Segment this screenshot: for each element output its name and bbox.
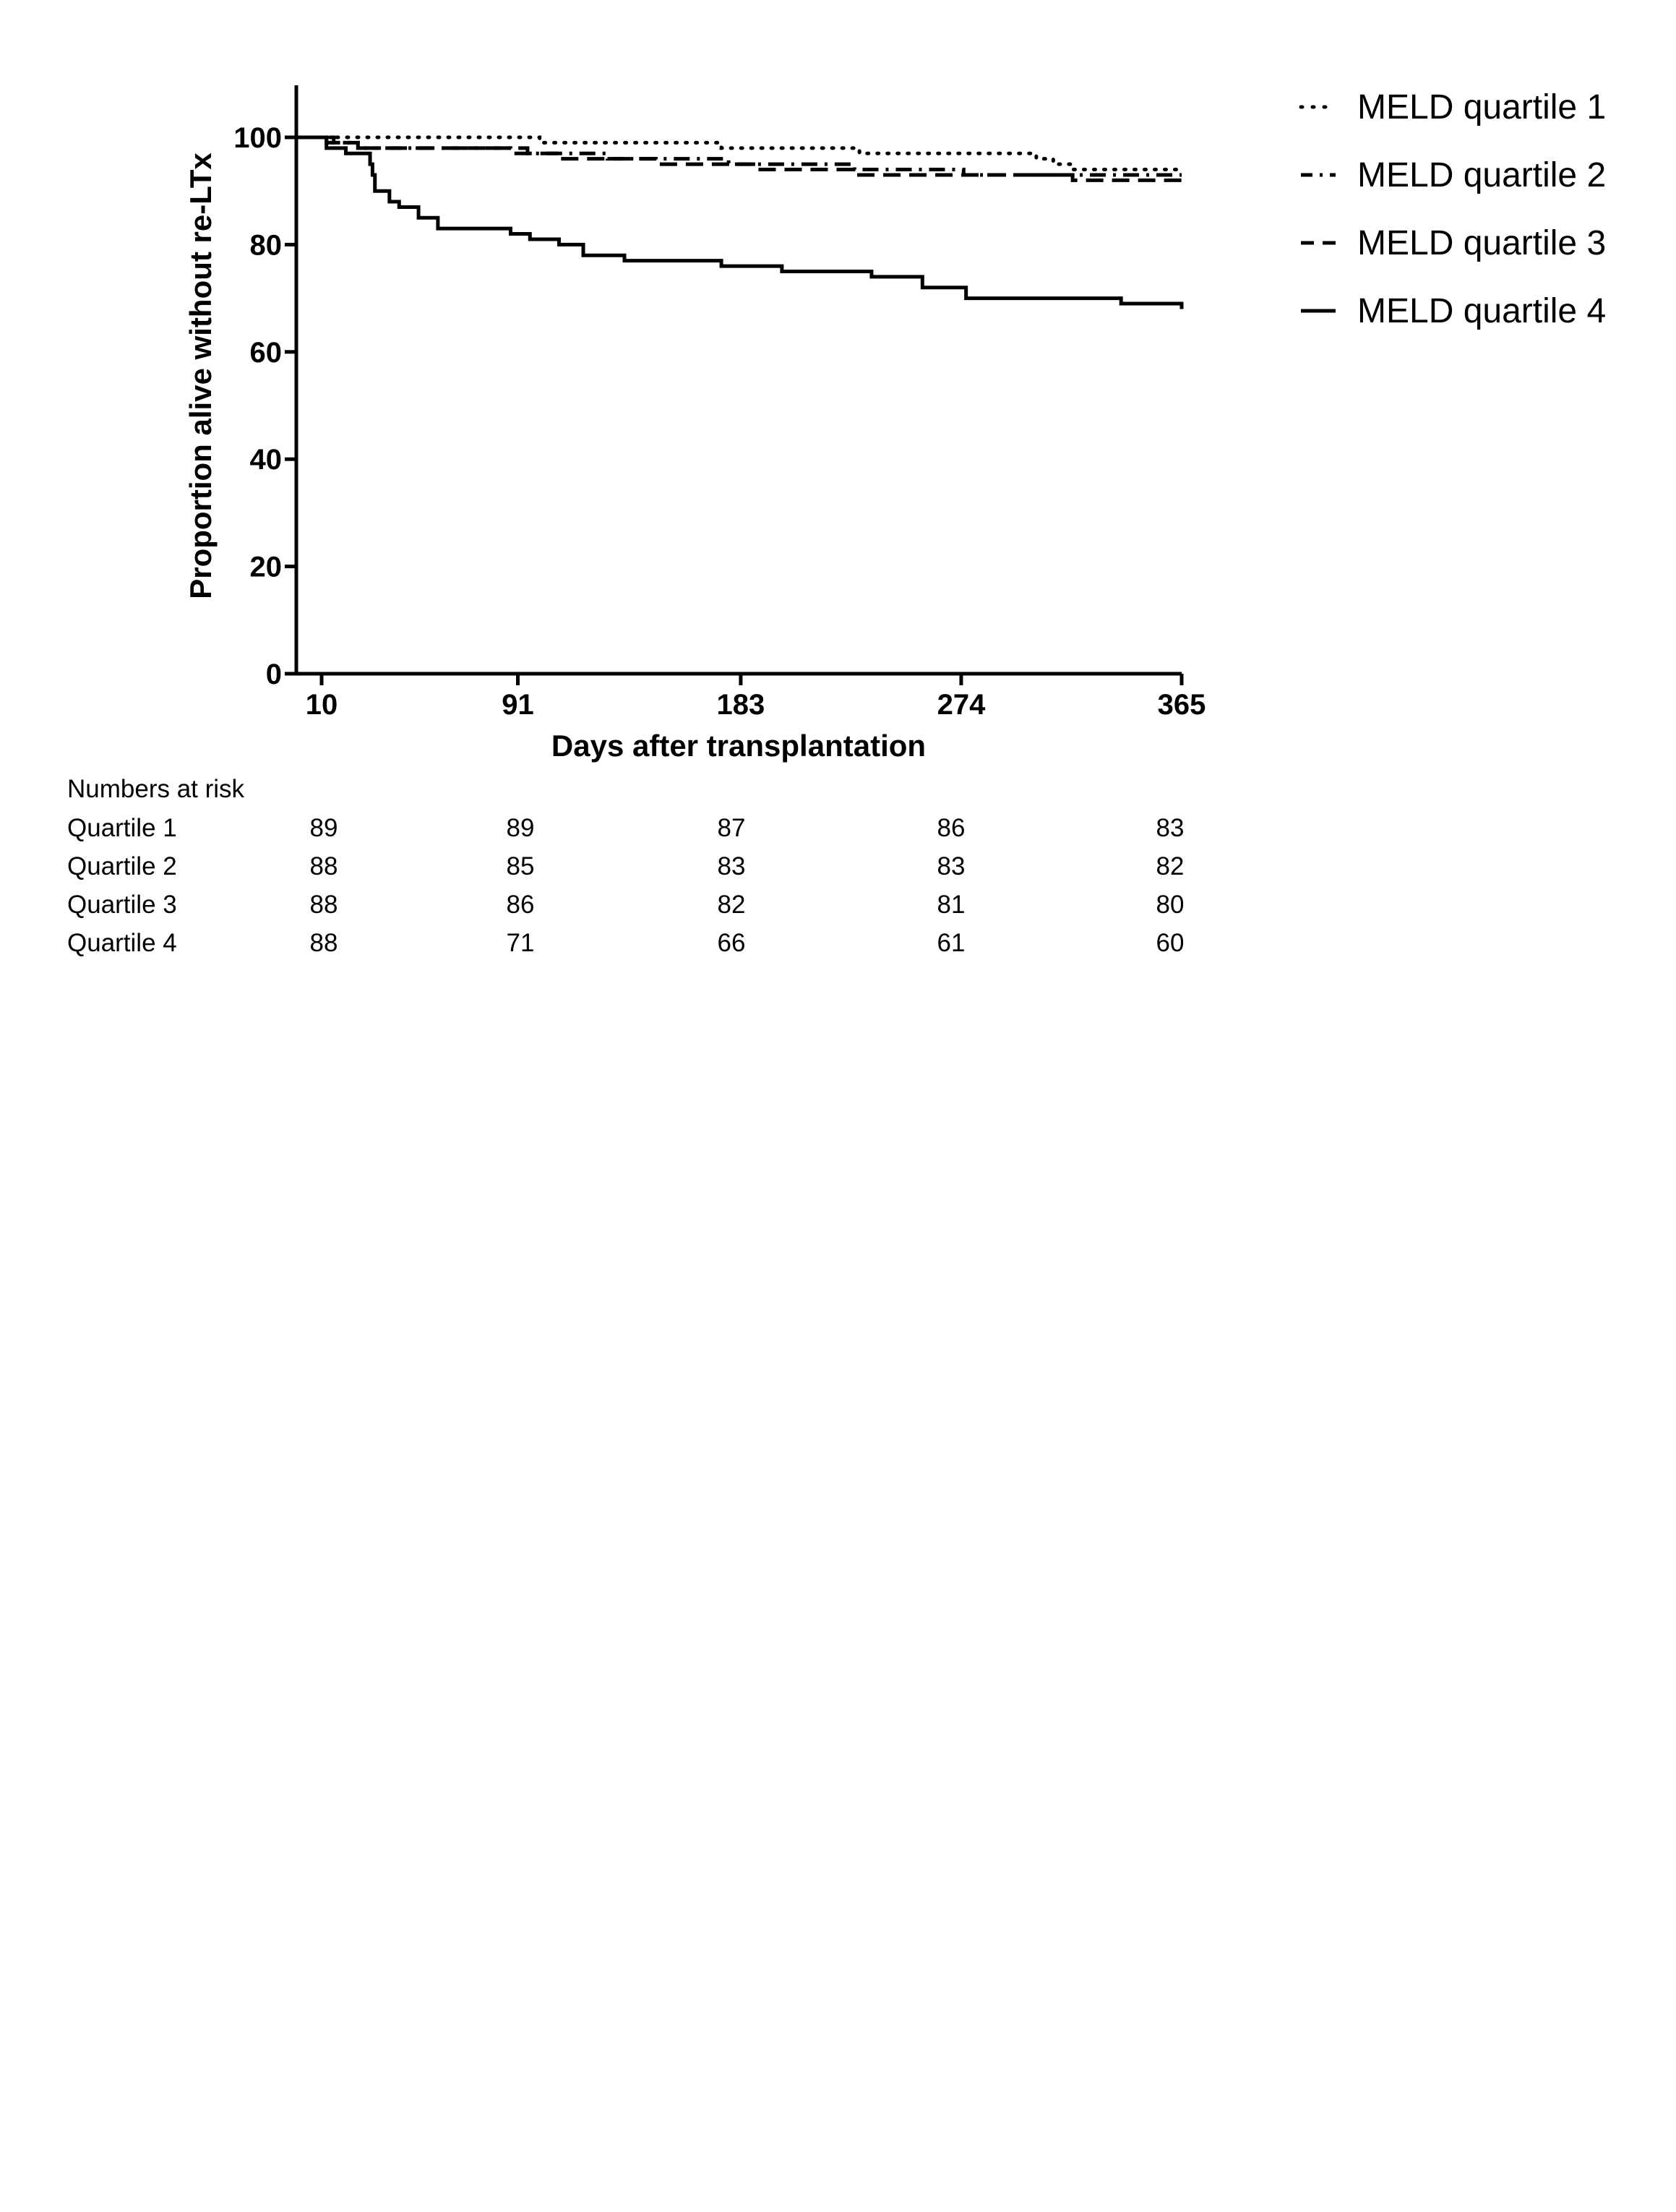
x-tick-label: 274 <box>937 689 986 721</box>
risk-cell: 82 <box>718 891 746 919</box>
risk-row-label: Quartile 3 <box>67 891 177 919</box>
risk-cell: 81 <box>937 891 966 919</box>
chart-axes <box>294 85 1182 676</box>
risk-cell: 80 <box>1156 891 1185 919</box>
risk-cell: 61 <box>937 929 966 957</box>
y-axis-title: Proportion alive without re-LTx <box>184 153 218 599</box>
risk-cell: 82 <box>1156 852 1185 880</box>
risk-cell: 89 <box>507 814 535 842</box>
y-tick-label: 40 <box>250 444 283 476</box>
y-tick-label: 100 <box>233 122 282 154</box>
risk-cell: 66 <box>718 929 746 957</box>
x-tick-label: 91 <box>502 689 534 721</box>
risk-cell: 89 <box>310 814 338 842</box>
risk-cell: 88 <box>310 891 338 919</box>
legend-label: MELD quartile 1 <box>1357 88 1606 127</box>
risk-table-title: Numbers at risk <box>67 775 245 803</box>
risk-cell: 86 <box>937 814 966 842</box>
legend-label: MELD quartile 3 <box>1357 224 1606 262</box>
risk-cell: 83 <box>1156 814 1185 842</box>
series-line-quartile-3 <box>296 135 1184 186</box>
legend-label: MELD quartile 2 <box>1357 156 1606 194</box>
legend: MELD quartile 1 MELD quartile 2 MELD quart… <box>1299 88 1606 330</box>
series-line-quartile-4 <box>296 135 1184 309</box>
x-tick-label: 183 <box>717 689 765 721</box>
series-line-quartile-1 <box>294 135 1184 172</box>
risk-cell: 60 <box>1156 929 1185 957</box>
risk-cell: 88 <box>310 852 338 880</box>
risk-cell: 85 <box>507 852 535 880</box>
risk-row-label: Quartile 2 <box>67 852 177 880</box>
series-lines <box>294 135 1184 309</box>
x-axis-title: Days after transplantation <box>551 729 926 763</box>
legend-label: MELD quartile 4 <box>1357 292 1606 330</box>
x-tick-label: 365 <box>1158 689 1206 721</box>
y-axis-ticks: 0 20 40 60 80 100 <box>233 122 296 690</box>
y-tick-label: 60 <box>250 337 283 369</box>
risk-cell: 87 <box>718 814 746 842</box>
risk-table: Numbers at risk Quartile 1 89 89 87 86 83 Quar… <box>67 775 1184 957</box>
risk-cell: 83 <box>937 852 966 880</box>
risk-row-label: Quartile 4 <box>67 929 177 957</box>
risk-cell: 86 <box>507 891 535 919</box>
series-line-quartile-2 <box>296 135 1182 177</box>
y-tick-label: 80 <box>250 229 283 261</box>
y-tick-label: 0 <box>266 659 282 690</box>
y-tick-label: 20 <box>250 552 283 583</box>
risk-cell: 71 <box>507 929 535 957</box>
risk-cell: 88 <box>310 929 338 957</box>
risk-cell: 83 <box>718 852 746 880</box>
risk-row-label: Quartile 1 <box>67 814 177 842</box>
x-axis-ticks: 10 91 183 274 365 <box>306 674 1206 721</box>
x-tick-label: 10 <box>306 689 338 721</box>
